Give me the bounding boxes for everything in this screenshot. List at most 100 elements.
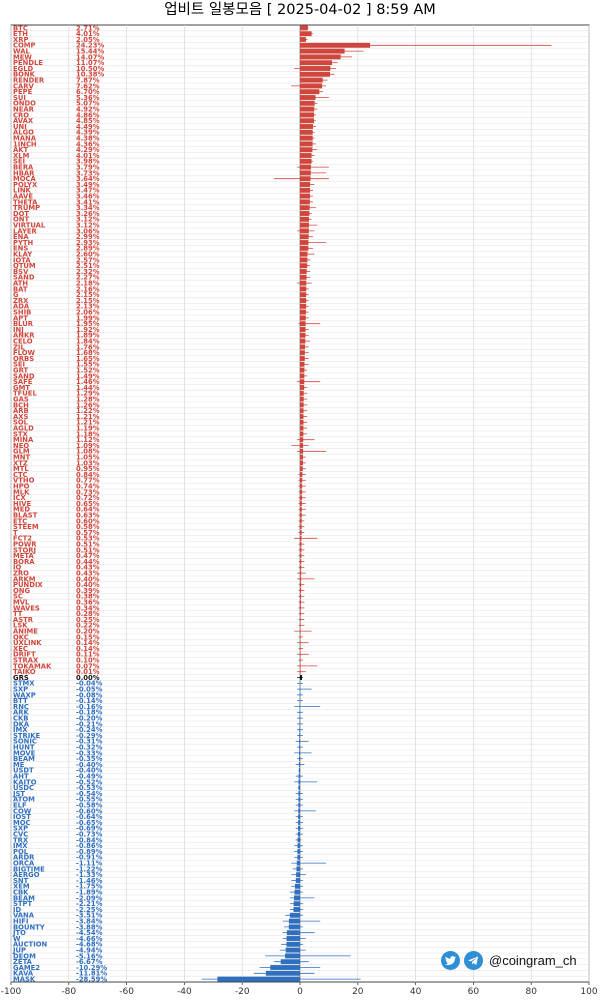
bar — [300, 269, 307, 274]
bar — [285, 953, 300, 959]
row-label: HBAR — [13, 169, 35, 177]
row-label: JTO — [12, 929, 26, 937]
row-label: TOKAMAK — [13, 662, 52, 670]
value-label: -0.84% — [76, 836, 103, 844]
bar — [297, 831, 300, 837]
value-label: 1.46% — [76, 378, 100, 386]
row-label: GRS — [13, 674, 29, 682]
bar — [300, 141, 313, 147]
row-label: WAXP — [13, 691, 36, 699]
row-label: LAYER — [13, 227, 38, 235]
row-label: CVC — [13, 831, 28, 839]
row-label: G — [13, 291, 19, 299]
bar — [286, 941, 300, 947]
row-label: CTC — [13, 471, 28, 479]
bar — [300, 245, 309, 251]
bar — [300, 588, 302, 593]
row-label: WAVES — [13, 604, 40, 612]
value-label: 1.99% — [76, 314, 100, 322]
row-label: KLAY — [13, 251, 32, 259]
value-label: -0.40% — [76, 761, 103, 769]
bar — [300, 216, 310, 222]
row-label: DOT — [13, 210, 29, 218]
value-label: -0.86% — [76, 842, 103, 850]
row-label: ME — [13, 761, 25, 769]
value-label: -1.33% — [76, 871, 103, 879]
value-label: -28.59% — [76, 976, 107, 984]
brand-handle: @coingram_ch — [489, 952, 577, 968]
value-label: -0.04% — [76, 680, 103, 688]
row-label: QTUM — [13, 262, 36, 270]
value-label: 1.21% — [76, 419, 100, 427]
bar — [300, 524, 302, 530]
bar — [298, 773, 300, 779]
bar — [293, 895, 300, 901]
bar — [300, 617, 301, 622]
x-tick-label: 60 — [468, 987, 480, 997]
bar — [300, 274, 307, 280]
value-label: -6.67% — [76, 958, 103, 966]
value-label: 3.46% — [76, 193, 100, 201]
value-label: 14.07% — [76, 53, 104, 61]
value-label: 2.13% — [76, 303, 100, 311]
value-label: -0.73% — [76, 831, 103, 839]
bar — [300, 570, 302, 576]
value-label: 0.34% — [76, 604, 100, 612]
value-label: -3.88% — [76, 923, 103, 931]
row-label: BERA — [13, 164, 34, 172]
value-label: 0.73% — [76, 488, 100, 496]
row-label: AVAX — [13, 117, 34, 125]
bar — [299, 698, 301, 704]
value-label: 1.28% — [76, 396, 100, 404]
bar — [300, 228, 309, 234]
value-label: -0.32% — [76, 744, 103, 752]
row-label: MVL — [13, 599, 30, 607]
row-label: ENS — [13, 245, 28, 253]
row-label: COMP — [13, 42, 36, 50]
bar — [300, 582, 302, 588]
x-tick-label: -40 — [177, 987, 192, 997]
row-label: MINA — [13, 436, 34, 444]
bar — [300, 112, 315, 118]
value-label: -0.24% — [76, 726, 103, 734]
value-label: 0.28% — [76, 610, 100, 618]
value-label: 3.12% — [76, 222, 100, 230]
bar — [299, 692, 301, 698]
row-label: KAVA — [13, 970, 34, 978]
bar — [300, 199, 310, 205]
row-label: TRX — [13, 836, 29, 844]
value-label: -0.91% — [76, 854, 103, 862]
value-label: -0.64% — [76, 813, 103, 821]
value-label: 4.39% — [76, 129, 100, 137]
row-label: SUI — [13, 94, 26, 102]
bar — [300, 83, 323, 89]
row-label: XEM — [13, 883, 30, 891]
value-label: 2.57% — [76, 256, 100, 264]
bar — [300, 327, 306, 332]
bar — [300, 187, 311, 193]
bar — [298, 785, 300, 791]
value-label: -2.25% — [76, 906, 103, 914]
value-label: -0.69% — [76, 825, 103, 833]
value-label: 2.93% — [76, 239, 100, 247]
bar — [300, 54, 341, 60]
bar — [300, 419, 304, 425]
row-label: ZRX — [13, 297, 29, 305]
value-label: 0.20% — [76, 628, 100, 636]
bar — [293, 901, 300, 907]
row-label: RNC — [13, 703, 29, 711]
row-label: LSK — [13, 622, 28, 630]
value-label: -0.31% — [76, 738, 103, 746]
row-label: MTL — [13, 465, 29, 473]
value-label: 2.16% — [76, 285, 100, 293]
row-label: ELF — [13, 802, 27, 810]
row-label: ARDR — [13, 854, 35, 862]
row-label: GAME2 — [13, 964, 40, 972]
bar — [300, 414, 304, 419]
row-label: SEI — [13, 158, 25, 166]
bar — [300, 373, 305, 379]
bar — [300, 564, 302, 570]
value-label: 4.01% — [76, 152, 100, 160]
bar — [300, 477, 303, 483]
row-label: MOC — [13, 819, 31, 827]
